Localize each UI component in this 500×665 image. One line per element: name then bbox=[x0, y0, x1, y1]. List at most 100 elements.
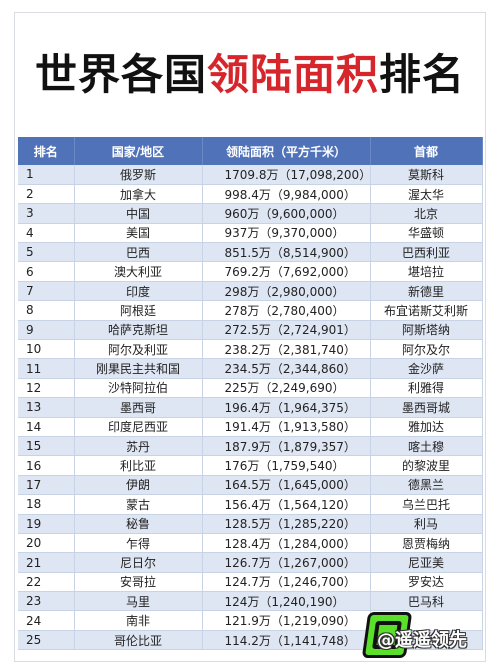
table-row: 21 尼日尔 126.7万（1,267,000） 尼亚美 bbox=[18, 552, 483, 573]
capital-cell: 利马 bbox=[370, 514, 483, 534]
capital-cell: 的黎波里 bbox=[370, 455, 483, 476]
table-row: 1 俄罗斯 1709.8万（17,098,200） 莫斯科 bbox=[18, 165, 483, 185]
rank-cell: 18 bbox=[18, 494, 75, 515]
capital-cell: 尼亚美 bbox=[370, 552, 483, 573]
capital-cell: 利雅得 bbox=[370, 378, 483, 399]
capital-cell: 雅加达 bbox=[370, 417, 483, 437]
title-part-2: 领陆面积 bbox=[206, 50, 379, 99]
capital-cell: 巴马科 bbox=[370, 591, 483, 612]
header-capital: 首都 bbox=[370, 137, 483, 165]
area-cell: 998.4万（9,984,000） bbox=[202, 184, 371, 205]
table-body: 1 俄罗斯 1709.8万（17,098,200） 莫斯科 2 加拿大 998.4万（9,9… bbox=[18, 165, 483, 651]
capital-cell: 金沙萨 bbox=[370, 358, 483, 379]
table-row: 17 伊朗 164.5万（1,645,000） 德黑兰 bbox=[18, 475, 483, 496]
area-cell: 851.5万（8,514,900） bbox=[202, 242, 371, 263]
country-cell: 哈萨克斯坦 bbox=[74, 320, 203, 341]
rank-cell: 14 bbox=[18, 417, 75, 437]
country-cell: 俄罗斯 bbox=[74, 165, 203, 185]
table-row: 5 巴西 851.5万（8,514,900） 巴西利亚 bbox=[18, 242, 483, 263]
rank-cell: 7 bbox=[18, 281, 75, 302]
area-cell: 124.7万（1,246,700） bbox=[202, 572, 371, 593]
country-cell: 秘鲁 bbox=[74, 514, 203, 534]
rank-cell: 11 bbox=[18, 358, 75, 379]
rank-cell: 23 bbox=[18, 591, 75, 612]
table-row: 14 印度尼西亚 191.4万（1,913,580） 雅加达 bbox=[18, 417, 483, 437]
area-cell: 156.4万（1,564,120） bbox=[202, 494, 371, 515]
rank-cell: 19 bbox=[18, 514, 75, 534]
area-cell: 1709.8万（17,098,200） bbox=[202, 165, 371, 185]
country-cell: 沙特阿拉伯 bbox=[74, 378, 203, 399]
country-cell: 阿根廷 bbox=[74, 300, 203, 321]
area-cell: 298万（2,980,000） bbox=[202, 281, 371, 302]
capital-cell: 莫斯科 bbox=[370, 165, 483, 185]
watermark-text: @遥遥领先 bbox=[377, 630, 467, 651]
rank-cell: 25 bbox=[18, 630, 75, 651]
rank-cell: 10 bbox=[18, 339, 75, 360]
area-cell: 128.4万（1,284,000） bbox=[202, 533, 371, 554]
country-cell: 利比亚 bbox=[74, 455, 203, 476]
area-cell: 769.2万（7,692,000） bbox=[202, 261, 371, 282]
table-row: 24 南非 121.9万（1,219,090） bbox=[18, 610, 483, 631]
country-cell: 墨西哥 bbox=[74, 397, 203, 418]
rank-cell: 12 bbox=[18, 378, 75, 399]
capital-cell: 新德里 bbox=[370, 281, 483, 302]
table-row: 16 利比亚 176万（1,759,540） 的黎波里 bbox=[18, 455, 483, 476]
table-row: 23 马里 124万（1,240,190） 巴马科 bbox=[18, 591, 483, 612]
table-row: 11 刚果民主共和国 234.5万（2,344,860） 金沙萨 bbox=[18, 358, 483, 379]
rank-cell: 24 bbox=[18, 610, 75, 631]
table-row: 6 澳大利亚 769.2万（7,692,000） 堪培拉 bbox=[18, 261, 483, 282]
table-row: 13 墨西哥 196.4万（1,964,375） 墨西哥城 bbox=[18, 397, 483, 418]
capital-cell: 华盛顿 bbox=[370, 223, 483, 244]
rank-cell: 15 bbox=[18, 436, 75, 457]
table-row: 4 美国 937万（9,370,000） 华盛顿 bbox=[18, 223, 483, 244]
rank-cell: 4 bbox=[18, 223, 75, 244]
area-cell: 128.5万（1,285,220） bbox=[202, 514, 371, 534]
rank-cell: 20 bbox=[18, 533, 75, 554]
country-cell: 阿尔及利亚 bbox=[74, 339, 203, 360]
header-country: 国家/地区 bbox=[74, 137, 203, 165]
title-part-1: 世界各国 bbox=[34, 50, 207, 99]
table-header-row: 排名 国家/地区 领陆面积（平方千米） 首都 bbox=[18, 137, 483, 165]
table-row: 12 沙特阿拉伯 225万（2,249,690） 利雅得 bbox=[18, 378, 483, 399]
area-cell: 121.9万（1,219,090） bbox=[202, 610, 371, 631]
country-cell: 加拿大 bbox=[74, 184, 203, 205]
capital-cell: 阿斯塔纳 bbox=[370, 320, 483, 341]
title-part-3: 排名 bbox=[379, 50, 466, 99]
watermark: @遥遥领先 bbox=[361, 612, 500, 662]
country-cell: 伊朗 bbox=[74, 475, 203, 496]
page-title: 世界各国领陆面积排名 bbox=[0, 40, 500, 110]
capital-cell: 墨西哥城 bbox=[370, 397, 483, 418]
country-cell: 乍得 bbox=[74, 533, 203, 554]
area-cell: 272.5万（2,724,901） bbox=[202, 320, 371, 341]
area-cell: 238.2万（2,381,740） bbox=[202, 339, 371, 360]
country-cell: 尼日尔 bbox=[74, 552, 203, 573]
capital-cell: 阿尔及尔 bbox=[370, 339, 483, 360]
area-cell: 126.7万（1,267,000） bbox=[202, 552, 371, 573]
country-cell: 安哥拉 bbox=[74, 572, 203, 593]
header-rank: 排名 bbox=[18, 137, 75, 165]
capital-cell: 布宜诺斯艾利斯 bbox=[370, 300, 483, 321]
table-row: 2 加拿大 998.4万（9,984,000） 渥太华 bbox=[18, 184, 483, 205]
capital-cell: 渥太华 bbox=[370, 184, 483, 205]
rank-cell: 16 bbox=[18, 455, 75, 476]
table-row: 7 印度 298万（2,980,000） 新德里 bbox=[18, 281, 483, 302]
country-cell: 马里 bbox=[74, 591, 203, 612]
area-cell: 164.5万（1,645,000） bbox=[202, 475, 371, 496]
area-cell: 234.5万（2,344,860） bbox=[202, 358, 371, 379]
capital-cell: 罗安达 bbox=[370, 572, 483, 593]
country-cell: 澳大利亚 bbox=[74, 261, 203, 282]
area-cell: 187.9万（1,879,357） bbox=[202, 436, 371, 457]
rank-cell: 21 bbox=[18, 552, 75, 573]
area-cell: 176万（1,759,540） bbox=[202, 455, 371, 476]
country-cell: 南非 bbox=[74, 610, 203, 631]
area-cell: 191.4万（1,913,580） bbox=[202, 417, 371, 437]
country-cell: 哥伦比亚 bbox=[74, 630, 203, 651]
country-cell: 美国 bbox=[74, 223, 203, 244]
capital-cell: 堪培拉 bbox=[370, 261, 483, 282]
rank-cell: 22 bbox=[18, 572, 75, 593]
table-row: 9 哈萨克斯坦 272.5万（2,724,901） 阿斯塔纳 bbox=[18, 320, 483, 341]
area-cell: 960万（9,600,000） bbox=[202, 203, 371, 224]
area-cell: 278万（2,780,400） bbox=[202, 300, 371, 321]
country-cell: 印度 bbox=[74, 281, 203, 302]
country-cell: 中国 bbox=[74, 203, 203, 224]
